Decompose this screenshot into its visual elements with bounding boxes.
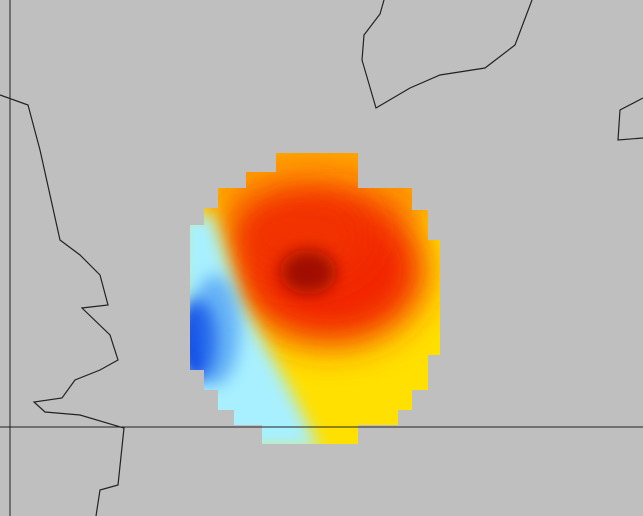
coastline <box>361 0 533 109</box>
coastline <box>0 94 125 516</box>
coastline <box>617 97 643 141</box>
